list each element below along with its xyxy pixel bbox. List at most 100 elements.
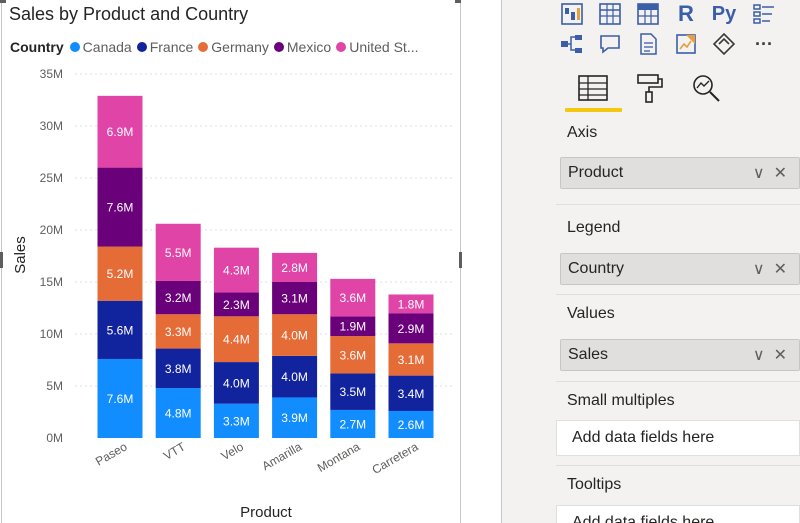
tooltips-drop-zone[interactable]: Add data fields here [556,505,800,523]
python-visual-icon[interactable]: Py [711,2,737,25]
bar-segment [155,348,201,389]
data-label: 1.8M [398,297,425,311]
x-tick-label: Montana [315,439,363,475]
bar-segment [155,388,201,438]
power-apps-icon[interactable] [710,30,738,58]
legend-item-mexico[interactable]: Mexico [273,39,331,55]
section-divider [556,294,800,295]
bar-segment [155,314,201,349]
data-label: 2.7M [339,417,366,431]
y-tick-label: 5M [46,379,63,393]
legend-dot [69,42,80,52]
chart-plot-area: 0M 5M 10M 15M 20M 25M 30M 35M 7.6M 5.6M 5.2M 7.6M 6… [12,67,455,521]
x-tick-label: Carretera [370,439,421,477]
data-label: 5.5M [165,246,192,260]
bar-segment [330,373,376,410]
resize-handle-top-left[interactable] [0,0,6,3]
data-label: 3.9M [281,411,308,425]
legend-item-united-states[interactable]: United St... [336,39,419,55]
resize-handle-top-right[interactable] [455,0,461,3]
legend-item-france[interactable]: France [136,39,193,55]
chart-title: Sales by Product and Country [9,4,249,24]
chevron-down-icon[interactable]: ∨ [752,261,765,278]
bar-segment [155,280,201,315]
data-label: 3.5M [339,385,366,399]
data-label: 5.6M [107,323,134,337]
bar-segment [388,313,434,344]
values-section-label: Values [567,305,615,322]
bar-segment [330,336,376,374]
bar-segment [272,355,318,398]
matrix-icon[interactable] [634,0,662,28]
y-tick-label: 10M [40,327,63,341]
y-tick-label: 0M [46,431,63,445]
r-visual-icon[interactable]: R [678,1,694,26]
x-axis-ticks: Paseo VTT Velo Amarilla Montana Carretera [93,439,421,477]
paint-roller-icon [637,74,663,103]
qa-visual-icon[interactable] [596,30,624,58]
y-axis-ticks: 0M 5M 10M 15M 20M 25M 30M 35M [40,67,63,445]
data-label: 4.0M [281,329,308,343]
legend-dot [273,42,284,52]
key-influencers-icon[interactable] [750,0,778,28]
drop-zone-placeholder: Add data fields here [572,514,715,523]
bar-segment [388,375,434,411]
paginated-report-icon[interactable] [672,30,700,58]
stacked-column-chart-visual[interactable]: Sales by Product and Country Country Can… [0,0,462,523]
small-multiples-section-label: Small multiples [567,392,675,409]
legend-title: Country [10,39,64,55]
legend-label: United St... [349,39,419,55]
data-label: 3.3M [223,414,250,428]
close-icon[interactable]: ✕ [773,347,787,364]
data-label: 5.2M [107,267,134,281]
tab-format[interactable] [630,68,670,108]
x-tick-label: Amarilla [260,439,305,473]
bar-segment [330,409,376,438]
tooltips-section-label: Tooltips [567,476,622,493]
decomposition-tree-icon[interactable] [558,30,586,58]
chevron-down-icon[interactable]: ∨ [752,165,765,182]
more-visuals-icon[interactable]: ··· [755,33,773,54]
data-label: 3.1M [398,353,425,367]
legend-dot [136,42,147,52]
bar-segment [97,358,143,438]
section-divider [556,381,800,382]
small-multiples-drop-zone[interactable]: Add data fields here [556,420,800,456]
legend-dot [198,42,209,52]
bar-segment [213,316,259,363]
tab-fields[interactable] [573,68,613,108]
data-label: 3.2M [165,291,192,305]
bar-segment [213,362,259,404]
data-label: 3.6M [339,291,366,305]
table-icon[interactable] [596,0,624,28]
data-label: 3.4M [398,387,425,401]
resize-handle-right[interactable] [459,252,462,268]
chevron-down-icon[interactable]: ∨ [752,347,765,364]
smart-narrative-icon[interactable] [634,30,662,58]
data-label: 2.3M [223,298,250,312]
bars: 7.6M 5.6M 5.2M 7.6M 6.9M 4.8M 3.8M 3.3M 3.2M 5.5M… [97,95,434,438]
legend-field-well[interactable]: Country ∨ ✕ [560,253,800,285]
pane-divider [501,0,502,523]
bar-segment [97,95,143,168]
data-label: 4.3M [223,264,250,278]
y-tick-label: 25M [40,171,63,185]
legend-item-germany[interactable]: Germany [198,39,269,55]
close-icon[interactable]: ✕ [773,165,787,182]
legend-item-canada[interactable]: Canada [69,39,132,55]
axis-field-well[interactable]: Product ∨ ✕ [560,157,800,189]
data-label: 3.3M [165,325,192,339]
values-field-well[interactable]: Sales ∨ ✕ [560,339,800,371]
bar-segment [272,314,318,356]
data-label: 4.0M [223,376,250,390]
resize-handle-left[interactable] [0,252,3,268]
section-divider [556,465,800,466]
bar-segment [272,282,318,315]
fields-well-icon [578,75,608,101]
tab-analytics[interactable] [686,68,726,108]
close-icon[interactable]: ✕ [773,261,787,278]
waterfall-chart-icon[interactable] [558,0,586,28]
legend-label: Canada [82,39,132,55]
data-label: 7.6M [107,392,134,406]
bar-segment [272,252,318,282]
